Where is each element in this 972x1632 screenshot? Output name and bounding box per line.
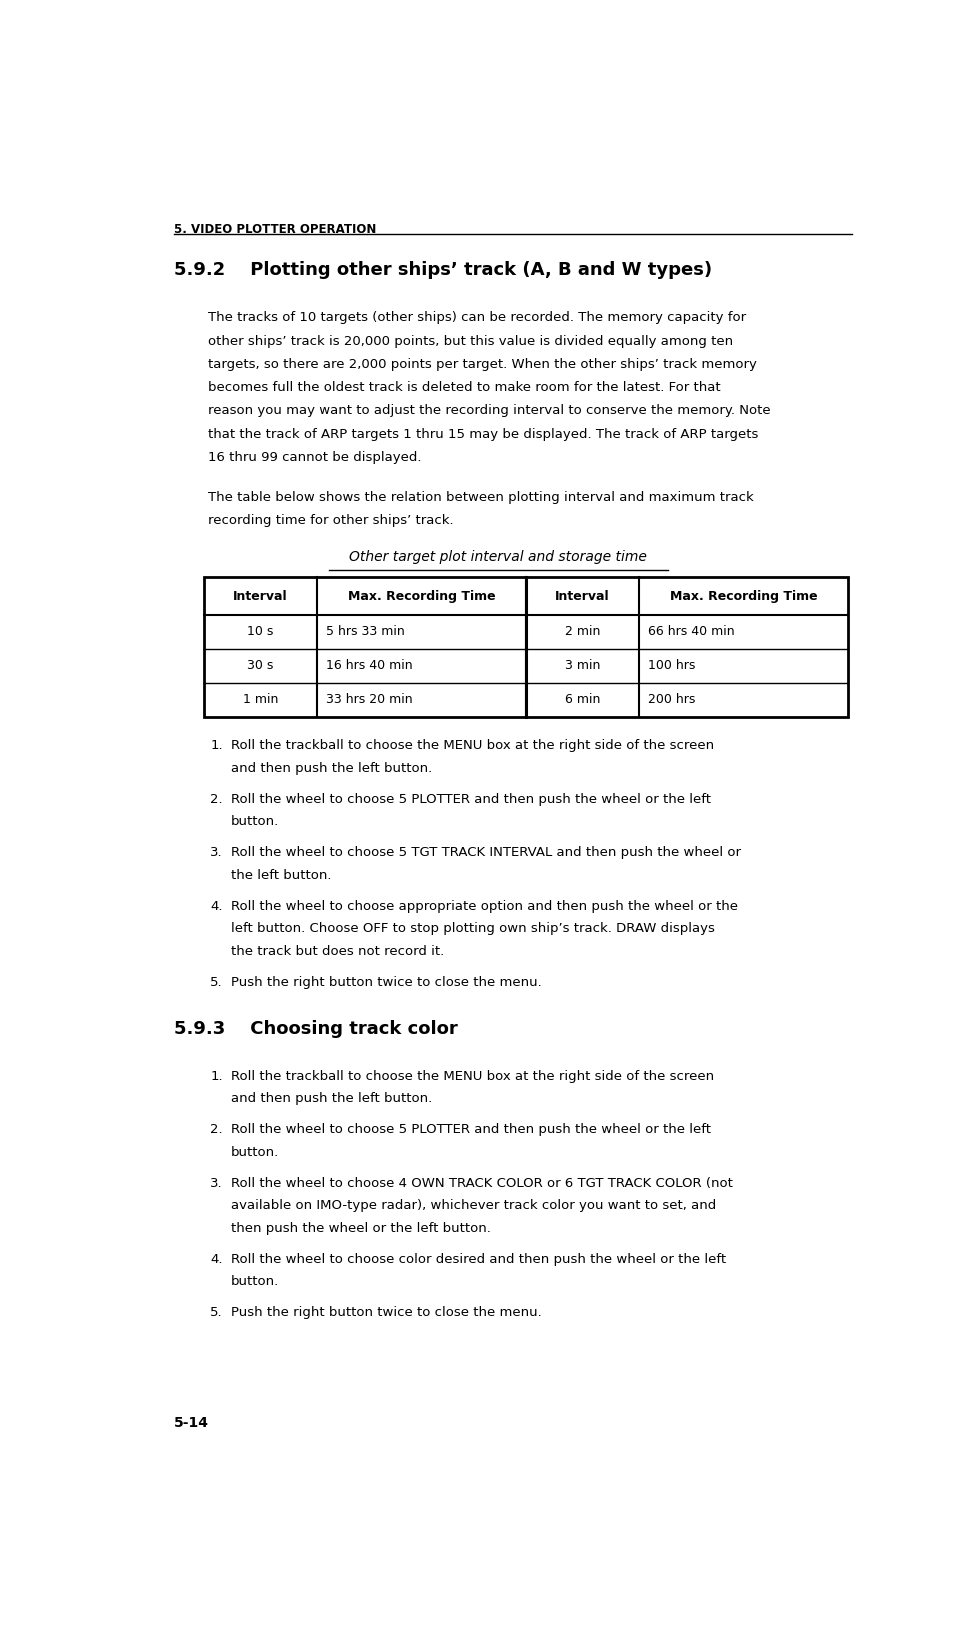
- Text: 5.: 5.: [210, 976, 223, 989]
- Text: Roll the trackball to choose the MENU box at the right side of the screen: Roll the trackball to choose the MENU bo…: [230, 739, 713, 752]
- Text: button.: button.: [230, 1275, 279, 1288]
- Text: 200 hrs: 200 hrs: [647, 694, 695, 707]
- Text: Roll the wheel to choose 5 PLOTTER and then push the wheel or the left: Roll the wheel to choose 5 PLOTTER and t…: [230, 1123, 711, 1136]
- Text: 10 s: 10 s: [247, 625, 274, 638]
- Text: 100 hrs: 100 hrs: [647, 659, 695, 672]
- Text: and then push the left button.: and then push the left button.: [230, 762, 432, 775]
- Text: 16 thru 99 cannot be displayed.: 16 thru 99 cannot be displayed.: [208, 450, 422, 463]
- Text: 2.: 2.: [210, 793, 223, 806]
- Text: 1 min: 1 min: [243, 694, 278, 707]
- Text: 5-14: 5-14: [174, 1417, 209, 1430]
- Text: Interval: Interval: [233, 589, 288, 602]
- Text: Max. Recording Time: Max. Recording Time: [670, 589, 817, 602]
- Text: 1.: 1.: [210, 739, 223, 752]
- Text: that the track of ARP targets 1 thru 15 may be displayed. The track of ARP targe: that the track of ARP targets 1 thru 15 …: [208, 428, 758, 441]
- Text: 5.9.3    Choosing track color: 5.9.3 Choosing track color: [174, 1020, 458, 1038]
- Text: 2 min: 2 min: [565, 625, 600, 638]
- Text: Max. Recording Time: Max. Recording Time: [348, 589, 496, 602]
- Text: Roll the wheel to choose 5 PLOTTER and then push the wheel or the left: Roll the wheel to choose 5 PLOTTER and t…: [230, 793, 711, 806]
- Text: 6 min: 6 min: [565, 694, 600, 707]
- Text: 5.9.2    Plotting other ships’ track (A, B and W types): 5.9.2 Plotting other ships’ track (A, B …: [174, 261, 712, 279]
- Text: button.: button.: [230, 1146, 279, 1159]
- Text: 4.: 4.: [210, 1253, 223, 1266]
- Text: Roll the trackball to choose the MENU box at the right side of the screen: Roll the trackball to choose the MENU bo…: [230, 1071, 713, 1084]
- Text: targets, so there are 2,000 points per target. When the other ships’ track memor: targets, so there are 2,000 points per t…: [208, 357, 757, 370]
- Text: recording time for other ships’ track.: recording time for other ships’ track.: [208, 514, 454, 527]
- Text: 1.: 1.: [210, 1071, 223, 1084]
- Text: 66 hrs 40 min: 66 hrs 40 min: [647, 625, 734, 638]
- Text: 4.: 4.: [210, 899, 223, 912]
- Text: the left button.: the left button.: [230, 868, 331, 881]
- Text: Push the right button twice to close the menu.: Push the right button twice to close the…: [230, 976, 541, 989]
- Text: available on IMO-type radar), whichever track color you want to set, and: available on IMO-type radar), whichever …: [230, 1200, 716, 1213]
- Text: Interval: Interval: [555, 589, 609, 602]
- Text: 33 hrs 20 min: 33 hrs 20 min: [326, 694, 412, 707]
- Text: left button. Choose OFF to stop plotting own ship’s track. DRAW displays: left button. Choose OFF to stop plotting…: [230, 922, 714, 935]
- Text: 3.: 3.: [210, 847, 223, 860]
- Text: 5 hrs 33 min: 5 hrs 33 min: [326, 625, 404, 638]
- Text: reason you may want to adjust the recording interval to conserve the memory. Not: reason you may want to adjust the record…: [208, 405, 771, 418]
- Text: The tracks of 10 targets (other ships) can be recorded. The memory capacity for: The tracks of 10 targets (other ships) c…: [208, 312, 746, 325]
- Text: 30 s: 30 s: [247, 659, 274, 672]
- Text: 3.: 3.: [210, 1177, 223, 1190]
- Text: 2.: 2.: [210, 1123, 223, 1136]
- Text: Roll the wheel to choose color desired and then push the wheel or the left: Roll the wheel to choose color desired a…: [230, 1253, 726, 1266]
- Text: Push the right button twice to close the menu.: Push the right button twice to close the…: [230, 1306, 541, 1319]
- Text: the track but does not record it.: the track but does not record it.: [230, 945, 444, 958]
- Text: becomes full the oldest track is deleted to make room for the latest. For that: becomes full the oldest track is deleted…: [208, 382, 721, 395]
- Text: Other target plot interval and storage time: Other target plot interval and storage t…: [349, 550, 647, 563]
- Text: other ships’ track is 20,000 points, but this value is divided equally among ten: other ships’ track is 20,000 points, but…: [208, 335, 733, 348]
- Text: The table below shows the relation between plotting interval and maximum track: The table below shows the relation betwe…: [208, 491, 754, 504]
- Text: 16 hrs 40 min: 16 hrs 40 min: [326, 659, 412, 672]
- Text: 5.: 5.: [210, 1306, 223, 1319]
- Text: button.: button.: [230, 816, 279, 827]
- Text: Roll the wheel to choose 5 TGT TRACK INTERVAL and then push the wheel or: Roll the wheel to choose 5 TGT TRACK INT…: [230, 847, 741, 860]
- Text: and then push the left button.: and then push the left button.: [230, 1092, 432, 1105]
- Text: 5. VIDEO PLOTTER OPERATION: 5. VIDEO PLOTTER OPERATION: [174, 224, 376, 237]
- Bar: [204, 578, 849, 716]
- Text: Roll the wheel to choose appropriate option and then push the wheel or the: Roll the wheel to choose appropriate opt…: [230, 899, 738, 912]
- Text: then push the wheel or the left button.: then push the wheel or the left button.: [230, 1222, 491, 1235]
- Text: Roll the wheel to choose 4 OWN TRACK COLOR or 6 TGT TRACK COLOR (not: Roll the wheel to choose 4 OWN TRACK COL…: [230, 1177, 733, 1190]
- Text: 3 min: 3 min: [565, 659, 600, 672]
